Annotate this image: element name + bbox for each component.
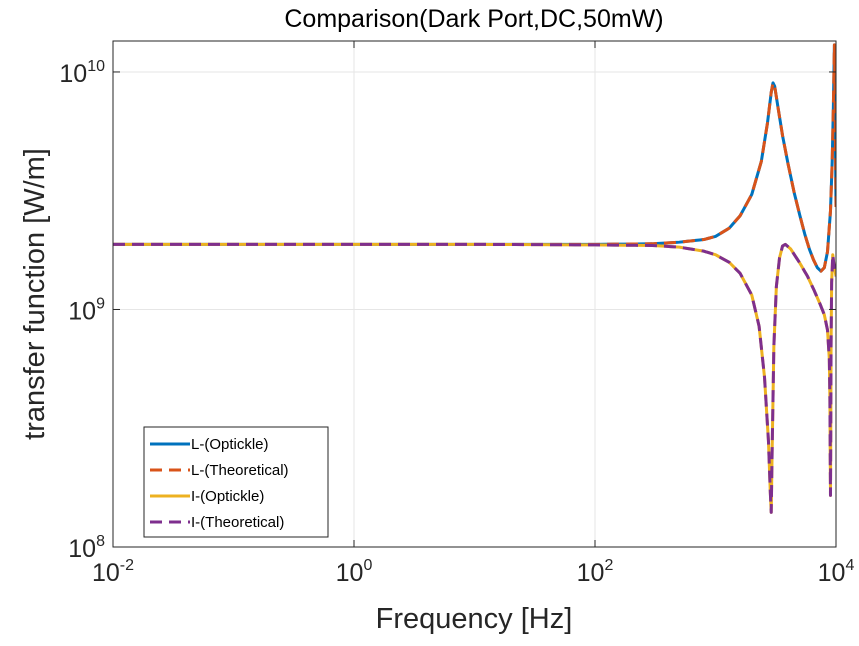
y-tick-label-1: 109: [68, 295, 105, 325]
x-tick-label-1: 100: [336, 557, 373, 587]
legend-label-0: L-(Optickle): [191, 436, 269, 453]
series-line-3: [113, 242, 836, 514]
y-tick-label-0: 108: [68, 533, 105, 563]
y-tick-label-2: 1010: [59, 58, 105, 88]
legend: L-(Optickle) L-(Theoretical) I-(Optickle) I…: [143, 426, 329, 538]
series-line-1: [113, 43, 836, 273]
x-tick-label-3: 104: [818, 557, 855, 587]
x-axis-label: Frequency [Hz]: [376, 603, 573, 635]
legend-label-3: I-(Theoretical): [191, 514, 284, 531]
axis-ticks: [112, 41, 837, 548]
chart-title: Comparison(Dark Port,DC,50mW): [284, 5, 663, 33]
y-axis-label: transfer function [W/m]: [19, 148, 51, 440]
x-tick-label-2: 102: [577, 557, 614, 587]
plot-border: [112, 40, 837, 548]
x-tick-label-0: 10-2: [92, 557, 134, 587]
tick-labels: 10-2 100 102 104 108 109 1010: [59, 58, 854, 587]
legend-label-2: I-(Optickle): [191, 488, 264, 505]
series-layer: [113, 43, 836, 514]
legend-label-1: L-(Theoretical): [191, 462, 289, 479]
